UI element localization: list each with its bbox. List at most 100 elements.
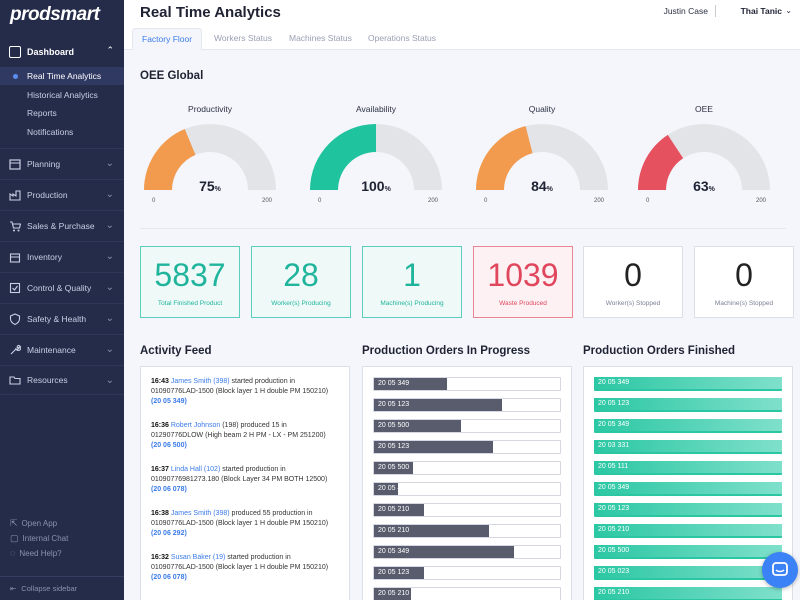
activity-product: 01090776LAD-1500 (Block layer 1 H double…: [151, 520, 329, 527]
sidebar-item-inventory[interactable]: Inventory ⌄: [0, 241, 124, 271]
sidebar-item-production[interactable]: Production ⌄: [0, 179, 124, 209]
progress-order-row[interactable]: 20 05 349: [373, 545, 561, 559]
gauge-value: 63%: [693, 178, 715, 194]
finished-order-row[interactable]: 20 05 349: [594, 377, 782, 391]
finished-order-row[interactable]: 20 05 111: [594, 461, 782, 475]
progress-order-row[interactable]: 20 05 123: [373, 566, 561, 580]
activity-order-link[interactable]: (20 06 292): [151, 530, 187, 537]
finished-order-row[interactable]: 20 03 331: [594, 440, 782, 454]
kpi-label: Machine(s) Stopped: [714, 300, 774, 307]
finished-order-row[interactable]: 20 05 349: [594, 419, 782, 433]
tab-machines-status[interactable]: Machines Status: [289, 33, 352, 43]
kpi-card[interactable]: 0 Worker(s) Stopped: [583, 246, 683, 318]
tab-operations-status[interactable]: Operations Status: [368, 33, 437, 43]
gauge-arc: [310, 124, 442, 190]
progress-order-row[interactable]: 20 05 123: [373, 440, 561, 454]
finished-order-row[interactable]: 20 05 210: [594, 524, 782, 538]
activity-user-link[interactable]: Linda Hall (102): [170, 466, 221, 473]
activity-item: 16:37 Linda Hall (102) started productio…: [151, 465, 346, 495]
sidebar-item-resources[interactable]: Resources ⌄: [0, 365, 124, 395]
finished-order-row[interactable]: 20 05 123: [594, 398, 782, 412]
order-id: 20 05 439: [378, 485, 410, 492]
chat-launcher-button[interactable]: [762, 552, 798, 588]
progress-order-row[interactable]: 20 05 210: [373, 524, 561, 538]
progress-fill: [374, 399, 503, 411]
activity-time: 16:37: [151, 466, 169, 473]
activity-order-link[interactable]: (20 05 349): [151, 398, 187, 405]
chevron-down-icon: ⌄: [105, 220, 114, 231]
gauge-max: 200: [755, 198, 766, 204]
finished-order-row[interactable]: 20 05 210: [594, 587, 782, 600]
progress-fill: [594, 587, 782, 599]
progress-fill: [374, 567, 425, 579]
tab-bar: Factory Floor Workers Status Machines St…: [124, 28, 800, 50]
kpi-card[interactable]: 0 Machine(s) Stopped: [694, 246, 794, 318]
sidebar-item-label: Control & Quality: [27, 282, 92, 293]
sidebar-sub-notifications[interactable]: Notifications: [27, 127, 74, 137]
activity-user-link[interactable]: Robert Johnson: [170, 422, 221, 429]
activity-text: produced 55 production in: [229, 510, 313, 517]
progress-fill: [374, 546, 514, 558]
finished-order-row[interactable]: 20 05 023: [594, 566, 782, 580]
progress-order-row[interactable]: 20 05 210: [373, 503, 561, 517]
gauge-max: 200: [261, 198, 272, 204]
progress-fill: [594, 482, 782, 494]
order-id: 20 05 123: [378, 443, 410, 450]
progress-order-row[interactable]: 20 05 123: [373, 398, 561, 412]
tab-workers-status[interactable]: Workers Status: [214, 33, 272, 43]
progress-order-row[interactable]: 20 05 349: [373, 377, 561, 391]
box-icon: [9, 251, 21, 263]
company-selector[interactable]: Thai Tanic: [740, 6, 782, 16]
collapse-sidebar-button[interactable]: ⇤ Collapse sidebar: [0, 576, 124, 600]
chevron-down-icon[interactable]: ⌄: [785, 6, 792, 15]
activity-user-link[interactable]: James Smith (398): [170, 378, 230, 385]
kpi-card[interactable]: 1 Machine(s) Producing: [362, 246, 462, 318]
activity-user-link[interactable]: James Smith (398): [170, 510, 230, 517]
sidebar-sub-reports[interactable]: Reports: [27, 108, 57, 118]
sidebar-item-planning[interactable]: Planning ⌄: [0, 148, 124, 178]
order-id: 20 05 210: [378, 527, 410, 534]
activity-time: 16:32: [151, 554, 169, 561]
activity-order-link[interactable]: (20 06 078): [151, 574, 187, 581]
sidebar-sub-historical-analytics[interactable]: Historical Analytics: [27, 90, 98, 100]
gauge-fill: [144, 129, 196, 190]
progress-order-row[interactable]: 20 05 500: [373, 461, 561, 475]
activity-order-link[interactable]: (20 06 500): [151, 442, 187, 449]
gauge-min: 0: [318, 198, 322, 204]
order-id: 20 05 349: [598, 484, 630, 491]
sidebar-item-safety-health[interactable]: Safety & Health ⌄: [0, 303, 124, 333]
folder-icon: [9, 374, 21, 386]
kpi-card[interactable]: 1039 Waste Produced: [473, 246, 573, 318]
sidebar-item-sales-purchase[interactable]: Sales & Purchase ⌄: [0, 210, 124, 240]
app-logo[interactable]: prodsmart: [10, 4, 100, 25]
dashboard-icon: [9, 46, 21, 58]
finished-order-row[interactable]: 20 05 500: [594, 545, 782, 559]
order-id: 20 05 500: [378, 422, 410, 429]
activity-user-link[interactable]: Susan Baker (19): [170, 554, 226, 561]
progress-fill: [374, 420, 462, 432]
activity-order-link[interactable]: (20 06 078): [151, 486, 187, 493]
progress-order-row[interactable]: 20 05 500: [373, 419, 561, 433]
order-id: 20 05 349: [598, 379, 630, 386]
kpi-card[interactable]: 28 Worker(s) Producing: [251, 246, 351, 318]
gauge-arc: [638, 124, 770, 190]
sidebar-item-label: Inventory: [27, 251, 62, 262]
internal-chat-link[interactable]: ▢ Internal Chat: [10, 533, 69, 543]
open-app-link[interactable]: ⇱ Open App: [10, 518, 58, 528]
sidebar-sub-real-time-analytics[interactable]: Real Time Analytics: [0, 67, 124, 85]
divider: [715, 5, 716, 17]
sidebar-item-maintenance[interactable]: Maintenance ⌄: [0, 334, 124, 364]
user-name[interactable]: Justin Case: [663, 6, 708, 16]
finished-order-row[interactable]: 20 05 123: [594, 503, 782, 517]
finished-order-row[interactable]: 20 05 349: [594, 482, 782, 496]
kpi-card[interactable]: 5837 Total Finished Product: [140, 246, 240, 318]
gauge-min: 0: [646, 198, 650, 204]
sidebar-item-control-quality[interactable]: Control & Quality ⌄: [0, 272, 124, 302]
progress-order-row[interactable]: 20 05 210: [373, 587, 561, 600]
need-help-link[interactable]: ◌ Need Help?: [10, 548, 62, 558]
tab-factory-floor[interactable]: Factory Floor: [132, 28, 203, 50]
order-id: 20 05 123: [598, 505, 630, 512]
progress-order-row[interactable]: 20 05 439: [373, 482, 561, 496]
sidebar-item-dashboard[interactable]: Dashboard ⌃: [0, 40, 124, 64]
activity-text: started production in: [229, 378, 295, 385]
